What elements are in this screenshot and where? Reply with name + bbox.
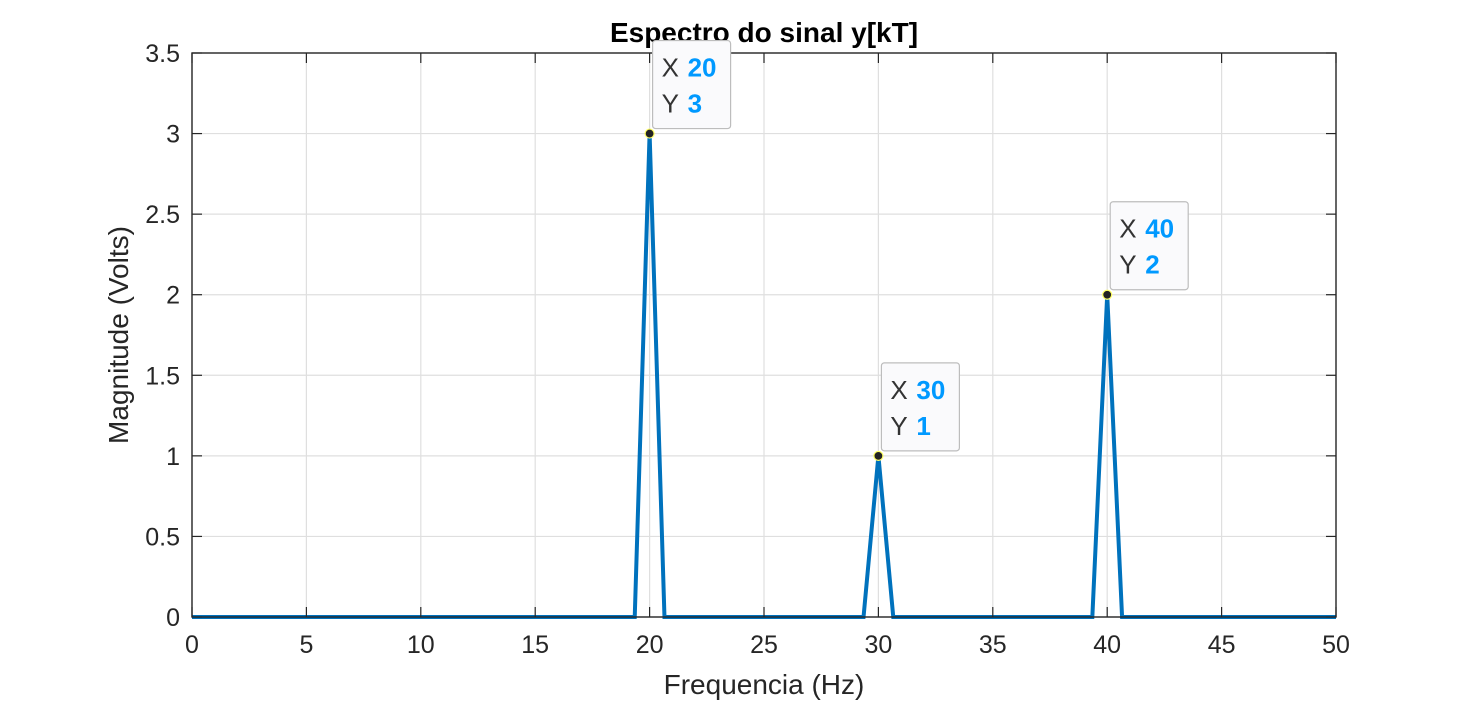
datatip: X 40 Y 2 bbox=[1102, 201, 1189, 300]
datatip-box bbox=[1109, 201, 1189, 291]
y-tick-label: 2 bbox=[166, 282, 180, 310]
datatip-x-key: X bbox=[890, 375, 907, 405]
x-tick-label: 0 bbox=[185, 631, 199, 659]
y-tick-label: 3.5 bbox=[145, 40, 180, 68]
y-tick-label: 3 bbox=[166, 121, 180, 149]
x-tick-label: 20 bbox=[636, 631, 664, 659]
datatip-x-key: X bbox=[662, 53, 679, 83]
datatip-marker bbox=[873, 450, 884, 461]
tick-label-layer: 0 5 10 15 20 25 30 35 40 45 50 0 0.5 1 1.5 2 2.5 3 3.5 bbox=[145, 40, 1350, 659]
plot-area-frame bbox=[191, 52, 1337, 618]
y-tick-label: 1.5 bbox=[145, 362, 180, 390]
y-axis-title: Magnitude (Volts) bbox=[103, 226, 134, 444]
datatip-box bbox=[880, 362, 961, 452]
datatip-y-value: 3 bbox=[688, 89, 702, 119]
x-tick-label: 40 bbox=[1093, 631, 1121, 659]
datatip-marker bbox=[1102, 289, 1113, 300]
axes-layer bbox=[191, 52, 1337, 618]
datatip-y-key: Y bbox=[890, 411, 907, 441]
x-tick-label: 25 bbox=[750, 631, 778, 659]
y-tick-label: 0 bbox=[166, 604, 180, 632]
x-tick-label: 5 bbox=[299, 631, 313, 659]
x-axis-title: Frequencia (Hz) bbox=[664, 669, 865, 700]
datatip-y-value: 2 bbox=[1145, 250, 1159, 280]
x-tick-label: 15 bbox=[521, 631, 549, 659]
x-tick-label: 30 bbox=[864, 631, 892, 659]
datatip-y-key: Y bbox=[662, 89, 679, 119]
grid-layer bbox=[191, 52, 1337, 618]
datatip-box bbox=[651, 39, 732, 130]
y-tick-label: 0.5 bbox=[145, 523, 180, 551]
datatip-x-value: 30 bbox=[916, 375, 945, 405]
x-tick-label: 35 bbox=[979, 631, 1007, 659]
datatip-x-key: X bbox=[1119, 214, 1136, 244]
datatip: X 20 Y 3 bbox=[644, 39, 732, 139]
datatip-layer: X 20Y 3X 30Y 1X 40Y 2 bbox=[644, 39, 1189, 461]
x-tick-label: 50 bbox=[1322, 631, 1350, 659]
datatip: X 30 Y 1 bbox=[873, 362, 961, 461]
y-tick-label: 2.5 bbox=[145, 201, 180, 229]
datatip-y-key: Y bbox=[1119, 250, 1136, 280]
datatip-x-value: 40 bbox=[1145, 214, 1174, 244]
x-tick-label: 45 bbox=[1208, 631, 1236, 659]
datatip-x-value: 20 bbox=[688, 53, 717, 83]
datatip-marker bbox=[644, 128, 655, 139]
datatip-y-value: 1 bbox=[916, 411, 930, 441]
x-tick-label: 10 bbox=[407, 631, 435, 659]
y-tick-label: 1 bbox=[166, 443, 180, 471]
